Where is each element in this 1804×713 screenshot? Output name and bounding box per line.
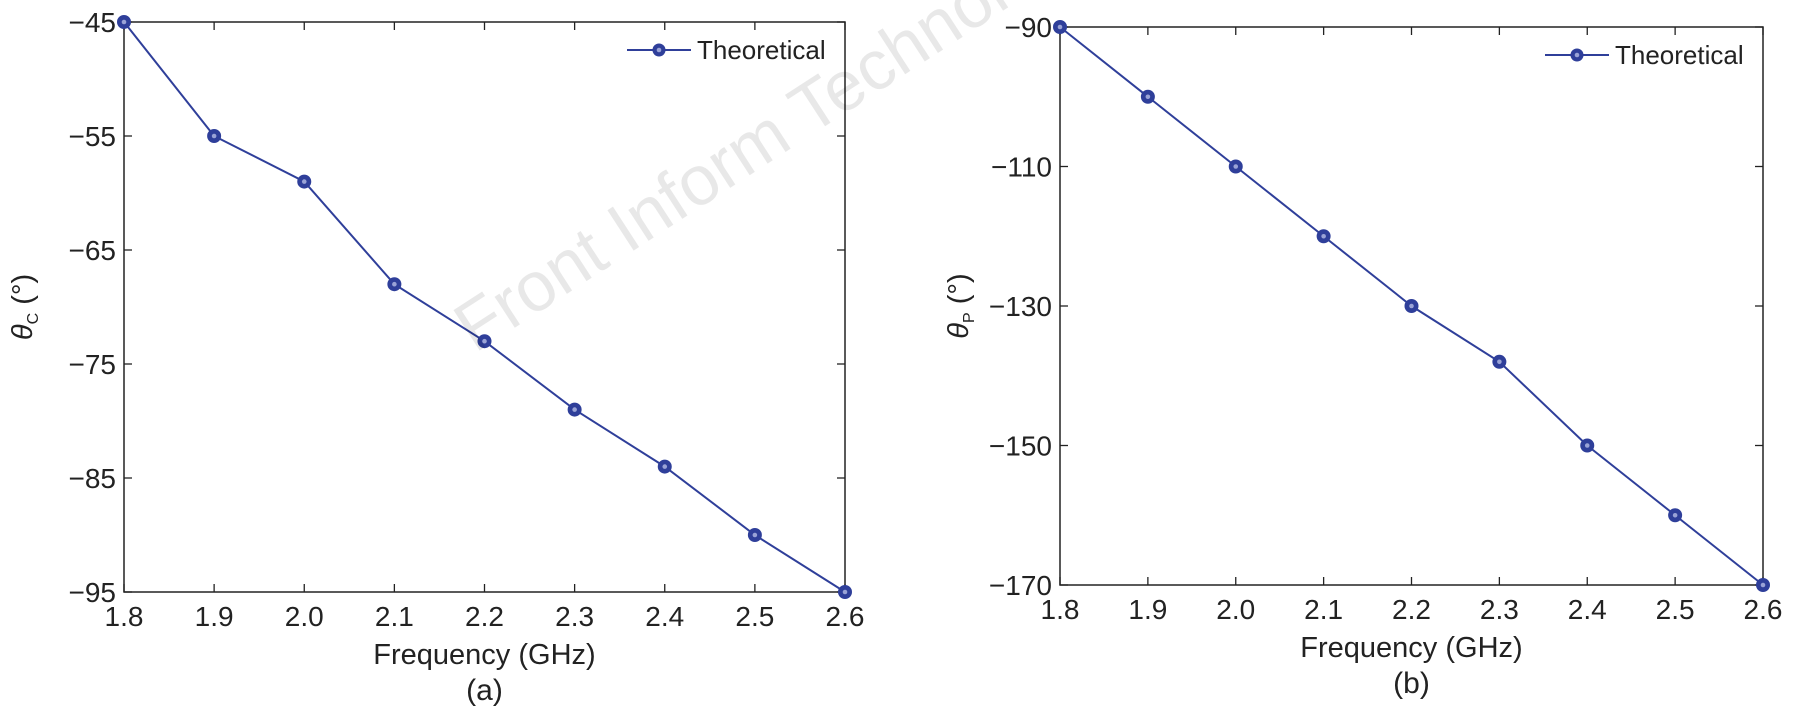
y-axis-unit: (°) xyxy=(7,274,39,313)
y-axis-subscript: P xyxy=(961,312,978,323)
y-axis-symbol: θ xyxy=(943,323,975,339)
x-tick-label: 2.4 xyxy=(645,601,684,632)
data-point-center xyxy=(392,281,397,287)
y-tick-label: −85 xyxy=(69,463,117,494)
x-tick-label: 2.4 xyxy=(1568,594,1607,625)
data-point-center xyxy=(121,19,127,25)
y-tick-label: −65 xyxy=(69,235,117,266)
x-tick-label: 1.8 xyxy=(1041,594,1080,625)
data-point-center xyxy=(1233,164,1239,169)
plot-frame xyxy=(123,21,846,593)
chart-panel-a: 1.8 1.9 2.0 2.1 2.2 2.3 2.4 2.5 2.6 −45 −55 −65 −75 −… xyxy=(7,7,864,707)
x-tick-label: 2.6 xyxy=(1744,594,1783,625)
y-tick-label: −75 xyxy=(69,349,117,380)
y-tick-label: −55 xyxy=(69,121,117,152)
y-tick-label: −150 xyxy=(989,431,1052,462)
y-tick-label: −170 xyxy=(989,570,1052,601)
y-tick-label: −130 xyxy=(989,291,1052,322)
series-line xyxy=(123,21,846,593)
legend-marker-center xyxy=(656,47,662,53)
x-tick-label: 2.0 xyxy=(285,601,324,632)
x-tick-label: 2.0 xyxy=(1216,594,1255,625)
data-point-center xyxy=(752,532,758,538)
y-tick-label: −110 xyxy=(991,152,1052,183)
x-tick-label: 2.5 xyxy=(735,601,774,632)
data-point-center xyxy=(482,338,487,344)
y-tick-label: −95 xyxy=(69,577,117,608)
y-axis-symbol: θ xyxy=(7,324,39,340)
x-tick-label: 2.1 xyxy=(1304,594,1343,625)
data-point-center xyxy=(1409,303,1414,309)
x-tick-label: 2.1 xyxy=(375,601,414,632)
y-axis-unit: (°) xyxy=(943,273,975,312)
x-axis-label: Frequency (GHz) xyxy=(1300,632,1522,664)
chart-panel-b: 1.8 1.9 2.0 2.1 2.2 2.3 2.4 2.5 2.6 −90 −110 −130 −1… xyxy=(943,12,1782,700)
data-point-center xyxy=(301,179,307,184)
legend-label: Theoretical xyxy=(1615,40,1744,70)
panel-label: (b) xyxy=(1393,667,1430,700)
data-point-center xyxy=(1584,443,1590,448)
data-point-center xyxy=(1057,24,1063,30)
y-tick-label: −90 xyxy=(1005,12,1053,43)
x-tick-label: 2.2 xyxy=(465,601,504,632)
y-tick-label: −45 xyxy=(69,7,117,38)
data-point-center xyxy=(842,589,848,595)
x-tick-label: 1.9 xyxy=(1128,594,1167,625)
legend-marker-center xyxy=(1574,52,1580,58)
x-tick-label: 2.3 xyxy=(1480,594,1519,625)
data-point-center xyxy=(1672,512,1678,518)
panel-label: (a) xyxy=(466,674,503,707)
data-point-center xyxy=(1760,582,1766,588)
data-point-center xyxy=(1321,233,1326,239)
x-tick-label: 1.8 xyxy=(105,601,144,632)
x-tick-label: 2.6 xyxy=(826,601,865,632)
data-point-center xyxy=(1145,94,1151,100)
x-tick-label: 2.5 xyxy=(1656,594,1695,625)
x-tick-label: 2.3 xyxy=(555,601,594,632)
data-point-center xyxy=(662,464,668,469)
data-point-center xyxy=(211,133,217,139)
y-axis-label: θC (°) xyxy=(7,274,42,340)
y-axis-subscript: C xyxy=(25,313,42,325)
x-tick-label: 1.9 xyxy=(195,601,234,632)
x-tick-label: 2.2 xyxy=(1392,594,1431,625)
legend-label: Theoretical xyxy=(697,35,826,65)
y-axis-label: θP (°) xyxy=(943,273,978,338)
x-axis-label: Frequency (GHz) xyxy=(373,639,595,671)
data-point-center xyxy=(572,407,577,412)
data-point-center xyxy=(1497,359,1502,365)
